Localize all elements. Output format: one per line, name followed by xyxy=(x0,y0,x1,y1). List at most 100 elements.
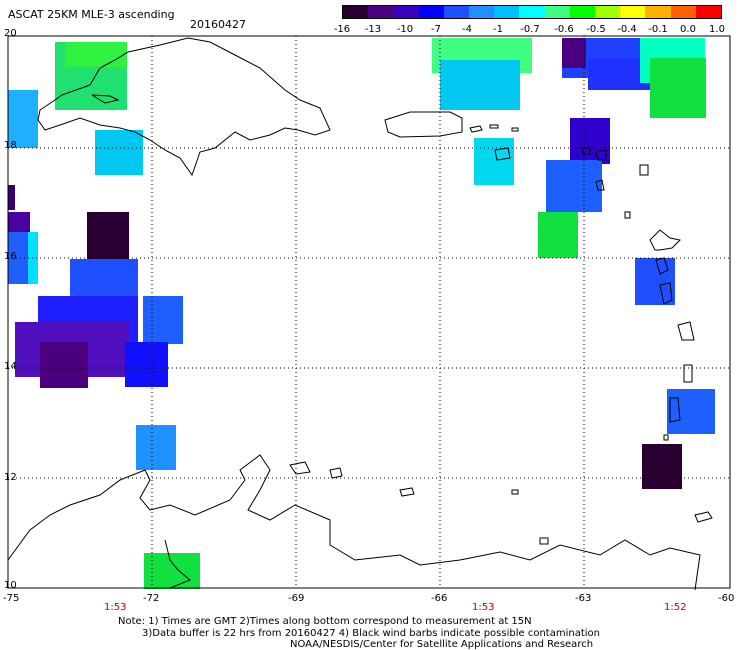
lon-label: -75 xyxy=(3,593,20,604)
coastline-south-america xyxy=(7,454,701,591)
lat-lon-grid xyxy=(8,36,730,588)
map-frame xyxy=(7,35,731,589)
coastline-vieques xyxy=(469,125,483,133)
data-cell xyxy=(546,160,602,212)
lat-label: 16 xyxy=(4,251,17,262)
data-cell xyxy=(136,425,176,470)
data-cell xyxy=(8,185,15,210)
lat-label: 10 xyxy=(4,580,17,591)
color-scale-swatch xyxy=(519,6,545,18)
color-scale-bar xyxy=(342,5,722,19)
map-date: 20160427 xyxy=(190,18,246,31)
data-cell xyxy=(8,212,30,234)
note-line-1: Note: 1) Times are GMT 2)Times along bot… xyxy=(118,616,532,627)
coastline-bonaire xyxy=(399,487,415,497)
coastline-islet xyxy=(595,149,607,161)
coastline-grenadines xyxy=(669,397,681,423)
coastline-hispaniola xyxy=(37,37,331,177)
pass-time: 1:53 xyxy=(104,602,127,613)
wind-data-cells xyxy=(8,38,715,589)
cb-label: -0.1 xyxy=(648,24,668,35)
color-scale-swatch xyxy=(695,6,722,18)
lat-label: 12 xyxy=(4,472,17,483)
data-cell xyxy=(650,58,706,118)
color-scale-swatch xyxy=(393,6,419,18)
coastline-islet xyxy=(511,127,519,132)
color-scale-swatch xyxy=(595,6,621,18)
data-cell xyxy=(8,90,38,148)
color-scale-swatch xyxy=(443,6,470,18)
cb-label: -16 xyxy=(333,24,351,35)
lat-label: 14 xyxy=(4,361,17,372)
coastline-curacao xyxy=(329,467,343,479)
note-line-3: NOAA/NESDIS/Center for Satellite Applica… xyxy=(290,639,594,650)
lat-label: 20 xyxy=(4,28,17,39)
color-scale-swatch xyxy=(620,6,646,18)
coastline-st-croix xyxy=(494,147,511,161)
data-cell xyxy=(125,342,168,387)
color-scale-swatch xyxy=(418,6,444,18)
lon-label: -63 xyxy=(575,593,592,604)
data-cell xyxy=(440,60,520,110)
data-cell xyxy=(474,138,514,185)
data-cell xyxy=(570,118,610,164)
coastline-islet xyxy=(582,147,591,155)
cb-label: -0.5 xyxy=(586,24,606,35)
coastline-st-lucia xyxy=(677,321,695,341)
data-cell xyxy=(95,130,143,175)
pass-time: 1:53 xyxy=(472,602,495,613)
color-scale-labels: -16 -13 -10 -7 -4 -1 -0.7 -0.6 -0.5 -0.4… xyxy=(330,24,730,36)
map-title: ASCAT 25KM MLE-3 ascending xyxy=(8,8,175,21)
coastline-islet xyxy=(595,179,605,191)
data-cell xyxy=(642,444,682,489)
data-cell xyxy=(65,42,127,67)
color-scale-swatch xyxy=(544,6,570,18)
data-cell xyxy=(143,296,183,344)
pass-time: 1:52 xyxy=(664,602,687,613)
coastline-islet xyxy=(663,434,669,441)
color-scale-swatch xyxy=(645,6,671,18)
color-scale-swatch xyxy=(670,6,696,18)
color-scale-swatch xyxy=(368,6,394,18)
coastline-margarita xyxy=(539,537,549,545)
coastline-tobago xyxy=(694,511,713,523)
cb-label: -4 xyxy=(462,24,472,35)
coastline-aruba xyxy=(289,461,311,475)
lat-label: 18 xyxy=(4,140,17,151)
coastline-puerto-rico xyxy=(384,111,463,138)
color-scale-swatch xyxy=(569,6,596,18)
lon-label: -60 xyxy=(718,593,735,604)
cb-label: -0.7 xyxy=(520,24,540,35)
lon-label: -66 xyxy=(431,593,448,604)
color-scale-swatch xyxy=(469,6,495,18)
coastline-islet xyxy=(624,211,631,219)
data-cell xyxy=(40,342,88,388)
coastline-st-vincent xyxy=(683,364,693,383)
coastline-islet xyxy=(511,489,519,495)
cb-label: 0.0 xyxy=(680,24,696,35)
coastline-islet xyxy=(489,124,499,129)
data-cell xyxy=(635,258,675,305)
coastline-gonave xyxy=(91,94,120,104)
cb-label: -1 xyxy=(493,24,503,35)
cb-label: -13 xyxy=(364,24,382,35)
note-line-2: 3)Data buffer is 22 hrs from 20160427 4)… xyxy=(142,628,600,639)
lon-label: -72 xyxy=(143,593,160,604)
data-cell xyxy=(562,38,586,68)
cb-label: -10 xyxy=(396,24,414,35)
coastline-guadeloupe xyxy=(649,229,682,251)
cb-label: -7 xyxy=(431,24,441,35)
data-cell xyxy=(538,212,578,258)
coastline-dominica xyxy=(655,257,669,275)
coastlines xyxy=(7,37,713,591)
cb-label: -0.4 xyxy=(617,24,637,35)
coastline-islet xyxy=(639,164,649,176)
color-scale-swatch xyxy=(343,6,369,18)
color-scale-swatch xyxy=(494,6,520,18)
cb-label: -0.6 xyxy=(554,24,574,35)
data-cell xyxy=(667,389,715,434)
data-cell xyxy=(144,553,200,589)
data-cell xyxy=(87,212,129,259)
cb-label: 1.0 xyxy=(709,24,725,35)
